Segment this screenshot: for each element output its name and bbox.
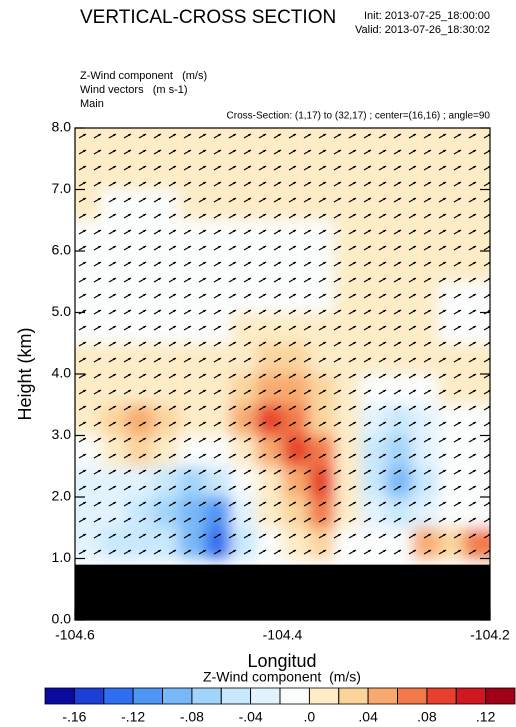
y-tick-label: 2.0 (52, 488, 72, 504)
colorbar-box (397, 687, 428, 705)
y-tick-label: 8.0 (52, 119, 72, 135)
colorbar-label: -.08 (180, 709, 204, 725)
colorbar-box (250, 687, 281, 705)
colorbar-label: .04 (358, 709, 378, 725)
colorbar-box (162, 687, 193, 705)
colorbar-box (73, 687, 105, 705)
colorbar-box (367, 687, 398, 705)
x-tick-label: -104.6 (55, 627, 95, 643)
colorbar-box (308, 687, 340, 705)
init-time: Init: 2013-07-25_18:00:00 (364, 10, 490, 22)
colorbar-box (279, 687, 310, 705)
colorbar-box (132, 687, 163, 705)
y-tick-label: 5.0 (52, 303, 72, 319)
colorbar-box (426, 687, 457, 705)
cross-section-label: Cross-Section: (1,17) to (32,17) ; cente… (227, 111, 491, 122)
colorbar-box (103, 687, 134, 705)
y-tick-label: 4.0 (52, 365, 72, 381)
vector-label: Wind vectors (m s-1) (80, 84, 188, 96)
colorbar-box (485, 687, 516, 705)
overlay: 0.0 1.0 2.0 3.0 4.0 5.0 6.0 7.0 8.0 -104.6 -104.4 -… (44, 119, 516, 725)
valid-time: Valid: 2013-07-26_18:30:02 (355, 24, 490, 36)
y-tick-label: 3.0 (52, 426, 72, 442)
y-tick-label: 1.0 (52, 549, 72, 565)
colorbar-label: -.12 (121, 709, 145, 725)
y-tick-label: 6.0 (52, 242, 72, 258)
colorbar-box (191, 687, 222, 705)
y-tick-label: 0.0 (52, 611, 72, 627)
colorbar-box (44, 687, 75, 705)
colorbar-title: Z-Wind component (m/s) (203, 669, 361, 685)
x-tick-label: -104.2 (470, 627, 510, 643)
wind-vectors (75, 128, 490, 620)
colorbar-label: .0 (304, 709, 316, 725)
x-tick-label: -104.4 (263, 627, 303, 643)
field-layer (75, 128, 490, 620)
colorbar-label: -.04 (239, 709, 263, 725)
run-label: Main (80, 98, 104, 110)
y-tick-label: 7.0 (52, 180, 72, 196)
colorbar-box (338, 687, 369, 705)
colorbar-label: -.16 (62, 709, 86, 725)
field-label: Z-Wind component (m/s) (80, 70, 207, 82)
colorbar-label: .12 (476, 709, 496, 725)
colorbar-box (455, 687, 487, 705)
chart-title: VERTICAL-CROSS SECTION (80, 7, 336, 28)
colorbar-box (220, 687, 252, 705)
colorbar-label: .08 (417, 709, 437, 725)
x-axis-title: Longitud (247, 651, 316, 671)
y-axis-title: Height (km) (15, 327, 35, 420)
